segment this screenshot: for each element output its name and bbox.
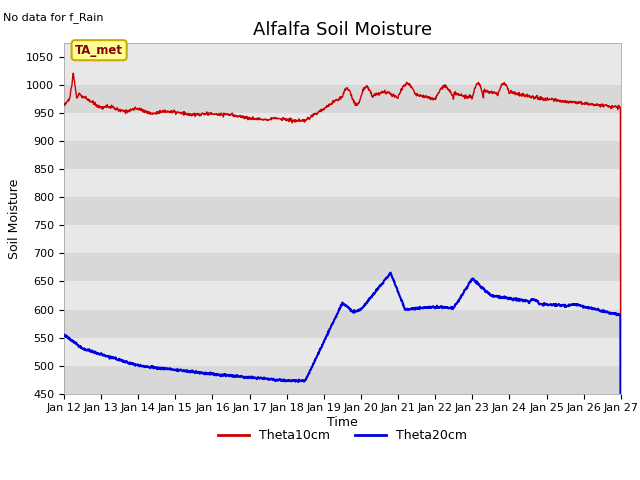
X-axis label: Time: Time [327, 416, 358, 429]
Bar [64, 197, 621, 226]
Legend: Theta10cm, Theta20cm: Theta10cm, Theta20cm [212, 424, 472, 447]
Text: No data for f_Rain: No data for f_Rain [3, 12, 104, 23]
Bar [64, 310, 621, 337]
Bar [64, 141, 621, 169]
Bar [64, 253, 621, 281]
Y-axis label: Soil Moisture: Soil Moisture [8, 178, 20, 259]
Title: Alfalfa Soil Moisture: Alfalfa Soil Moisture [253, 21, 432, 39]
Bar [64, 85, 621, 113]
Text: TA_met: TA_met [75, 44, 123, 57]
Bar [64, 366, 621, 394]
